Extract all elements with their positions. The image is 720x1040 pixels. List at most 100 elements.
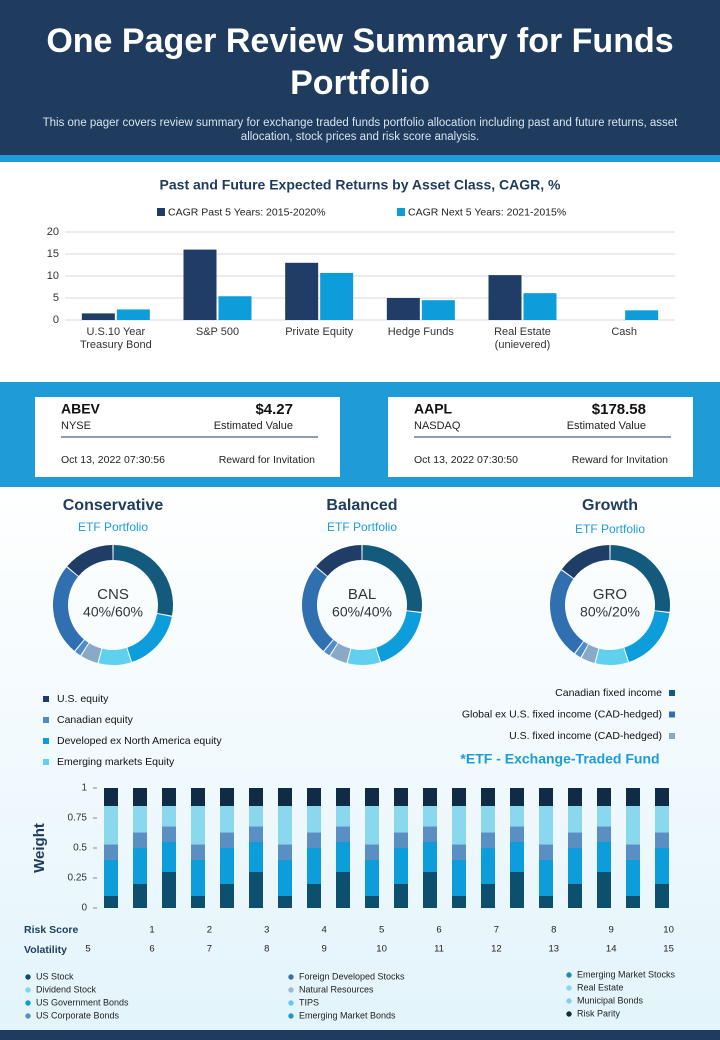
legend-swatch: [43, 717, 49, 723]
y-tick-label: 0: [53, 314, 59, 326]
bar: [386, 298, 420, 320]
bar-segment: [452, 860, 466, 896]
pie-center-sub: 60%/40%: [332, 604, 392, 620]
pie-segment: [98, 647, 131, 666]
bar-segment: [104, 788, 118, 806]
bar-segment: [423, 842, 437, 872]
legend-swatch: [288, 1000, 294, 1006]
bar: [218, 296, 252, 320]
legend-swatch: [157, 208, 165, 216]
y-tick-label: 0.75: [68, 813, 88, 824]
chart-title: Past and Future Expected Returns by Asse…: [160, 177, 561, 193]
pie-center-sub: 80%/20%: [580, 604, 640, 620]
legend-label: Municipal Bonds: [577, 995, 644, 1005]
bar-segment: [539, 806, 553, 845]
bar-segment: [452, 788, 466, 806]
legend-swatch: [288, 987, 294, 993]
x-tick-label: 5: [379, 925, 384, 936]
pie-segment: [75, 639, 89, 656]
bar-segment: [655, 884, 669, 908]
bar-segment: [307, 884, 321, 908]
stock-price-label: Estimated Value: [567, 420, 646, 432]
bar-segment: [597, 872, 611, 908]
legend-label: Emerging Market Stocks: [577, 969, 676, 979]
bar-segment: [336, 788, 350, 806]
legend-label: U.S. fixed income (CAD-hedged): [509, 730, 662, 742]
legend-swatch: [566, 998, 572, 1004]
bar-segment: [510, 826, 524, 842]
legend-swatch: [43, 759, 49, 765]
legend-label: Canadian equity: [57, 714, 134, 726]
bar-segment: [365, 896, 379, 908]
bar-segment: [249, 788, 263, 806]
bar-segment: [481, 848, 495, 884]
x-tick-label: S&P 500: [195, 326, 240, 338]
bar-segment: [655, 832, 669, 848]
bar-segment: [133, 806, 147, 833]
legend-label: CAGR Past 5 Years: 2015-2020%: [168, 206, 326, 218]
pie-segment: [67, 545, 113, 576]
stock-action: Reward for Invitation: [572, 454, 668, 466]
bar-segment: [220, 806, 234, 833]
bar-segment: [365, 860, 379, 896]
pie-segment: [581, 644, 599, 663]
pie-subtitle: ETF Portfolio: [327, 520, 397, 534]
y-tick-label: 20: [47, 226, 59, 238]
x-tick-label: 6: [436, 925, 441, 936]
x-tick-label: 3: [264, 925, 269, 936]
x-tick-label: Cash: [611, 326, 637, 338]
bar-segment: [481, 884, 495, 908]
bar-segment: [307, 832, 321, 848]
x-tick-label: 9: [322, 944, 327, 955]
legend-swatch: [25, 1013, 31, 1019]
bar-segment: [568, 788, 582, 806]
bar: [183, 249, 217, 320]
bar-segment: [655, 848, 669, 884]
bar-segment: [249, 806, 263, 827]
bar-segment: [597, 806, 611, 827]
pie-segment: [376, 611, 422, 662]
bar-segment: [307, 848, 321, 884]
stock-symbol: ABEV: [61, 401, 101, 417]
x-tick-label: 1: [149, 925, 154, 936]
bar: [488, 275, 522, 320]
bar-segment: [104, 844, 118, 860]
legend-swatch: [25, 974, 31, 980]
x-tick-label: 10: [376, 944, 387, 955]
x-tick-label: Private Equity: [285, 326, 354, 338]
legend-label: Canadian fixed income: [555, 687, 662, 699]
y-axis-label: Weight: [31, 823, 48, 873]
x-tick-label: 12: [491, 944, 502, 955]
bar-segment: [278, 806, 292, 845]
bar-segment: [655, 806, 669, 833]
pie-title: Balanced: [326, 497, 397, 514]
stock-price: $178.58: [592, 401, 646, 418]
bar: [116, 309, 150, 320]
x-tick-label: 2: [207, 925, 212, 936]
pie-segment: [127, 613, 172, 662]
bar-segment: [394, 788, 408, 806]
pie-segment: [595, 647, 628, 666]
pie-center-sub: 40%/60%: [83, 604, 143, 620]
bar-segment: [655, 788, 669, 806]
stock-exchange: NYSE: [61, 420, 91, 432]
bar-segment: [394, 806, 408, 833]
bar-segment: [249, 872, 263, 908]
bar-segment: [365, 844, 379, 860]
bar-segment: [191, 806, 205, 845]
bar: [320, 272, 354, 320]
page-title: One Pager Review Summary for Funds Portf…: [46, 22, 674, 102]
stock-price-label: Estimated Value: [214, 420, 293, 432]
pie-segment: [624, 611, 670, 662]
pie-center: GRO: [593, 586, 627, 603]
bar-segment: [568, 848, 582, 884]
bar-segment: [510, 788, 524, 806]
bar-segment: [539, 788, 553, 806]
lower-bg: [0, 487, 720, 1030]
bar: [523, 293, 557, 320]
bar-segment: [452, 806, 466, 845]
y-tick-label: 15: [47, 248, 59, 260]
pie-segment: [53, 567, 84, 651]
row-name: Volatility: [24, 944, 67, 956]
y-tick-label: 0.25: [68, 873, 88, 884]
